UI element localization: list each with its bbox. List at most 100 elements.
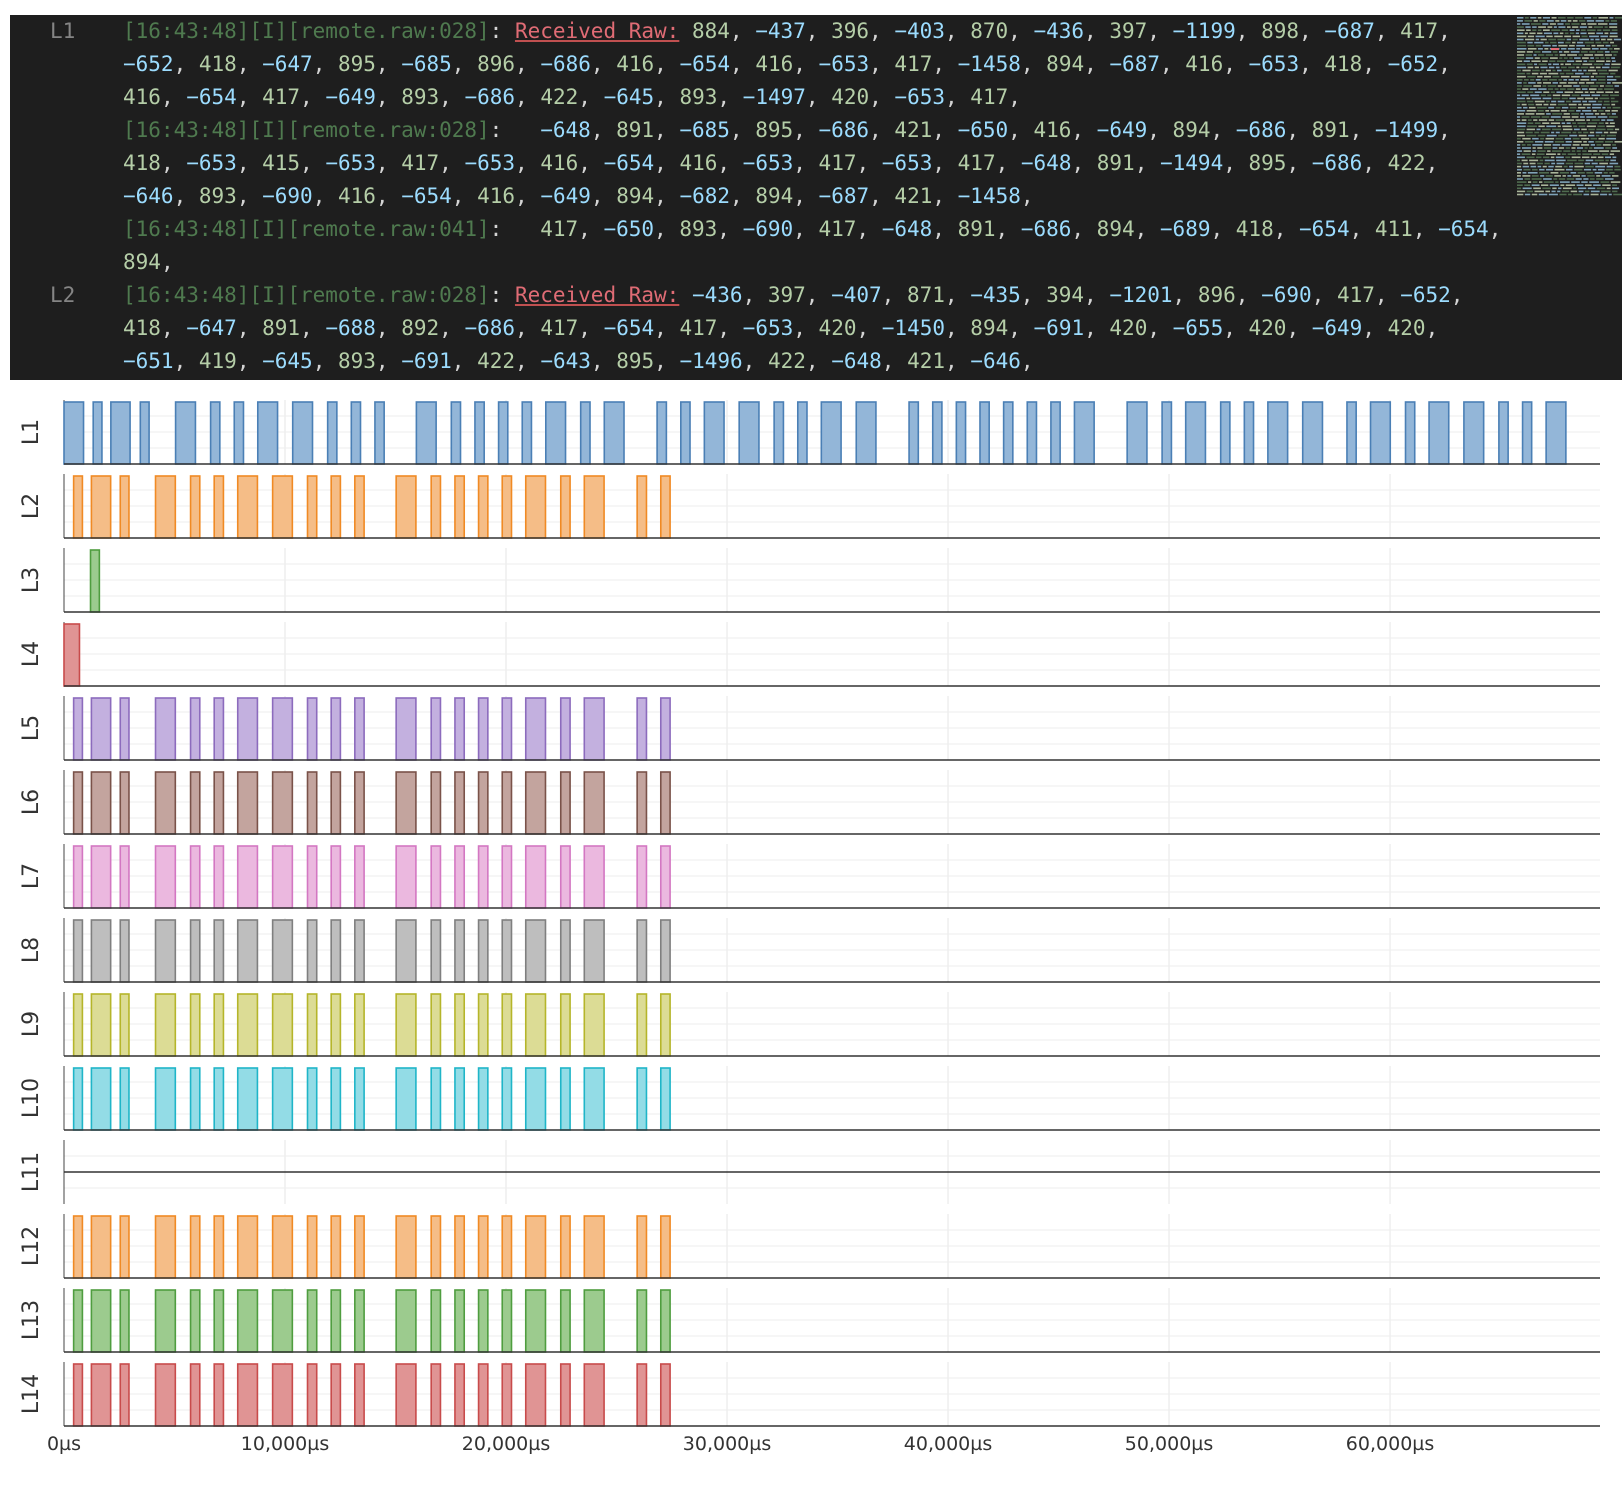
minimap-token <box>1551 29 1561 31</box>
minimap-token <box>1584 184 1592 186</box>
minimap-token <box>1542 51 1552 53</box>
minimap-token <box>1595 141 1604 143</box>
raw-value: −685 <box>401 52 452 76</box>
raw-value: −653 <box>464 151 516 175</box>
minimap-token <box>1567 153 1577 155</box>
channel-label: L8 <box>19 937 44 963</box>
minimap-token <box>1525 131 1533 134</box>
minimap-token <box>1610 159 1616 162</box>
signal-pulse <box>501 771 513 835</box>
minimap-token <box>1549 184 1559 186</box>
minimap-token <box>1517 63 1526 66</box>
minimap-token <box>1532 144 1543 146</box>
minimap-token <box>1569 57 1573 59</box>
punctuation: , <box>1008 85 1021 109</box>
minimap-token <box>1606 75 1614 78</box>
minimap-token <box>1567 88 1575 90</box>
minimap-token <box>1565 147 1570 149</box>
minimap-token <box>1517 72 1525 75</box>
minimap-token <box>1604 51 1610 53</box>
minimap-token <box>1527 48 1537 50</box>
minimap-token <box>1551 100 1557 103</box>
minimap-token <box>1553 32 1559 35</box>
minimap-token <box>1542 97 1552 100</box>
punctuation: , <box>375 184 402 208</box>
signal-pulse <box>330 771 342 835</box>
signal-pulse <box>450 401 462 465</box>
received-raw-label: Received Raw: <box>514 19 680 43</box>
punctuation: , <box>160 250 174 274</box>
punctuation: , <box>300 85 326 109</box>
minimap-token <box>1610 72 1616 75</box>
punctuation: , <box>805 85 832 109</box>
punctuation: , <box>944 19 971 43</box>
minimap-token <box>1600 57 1605 59</box>
minimap-token <box>1525 26 1531 28</box>
minimap-token <box>1571 94 1580 97</box>
minimap-token <box>1610 66 1620 69</box>
signal-pulse <box>1219 401 1231 465</box>
minimap-token <box>1538 26 1546 28</box>
signal-pulse <box>395 1363 417 1427</box>
minimap-token <box>1581 29 1586 31</box>
minimap-token <box>1521 119 1527 121</box>
raw-value: 394 <box>1046 283 1085 307</box>
signal-pulse <box>189 1363 201 1427</box>
minimap-token <box>1595 57 1599 59</box>
signal-pulse <box>189 993 201 1057</box>
minimap-token <box>1558 44 1568 47</box>
raw-value: −653 <box>894 85 945 109</box>
minimap-token <box>1594 54 1604 56</box>
raw-value: 893 <box>679 85 718 109</box>
punctuation: , <box>578 217 604 241</box>
log-editor[interactable]: L1 [16:43:48][I][remote.raw:028]: Receive… <box>10 15 1622 380</box>
punctuation: , <box>1134 151 1160 175</box>
minimap-token <box>1575 32 1579 35</box>
minimap-token <box>1588 69 1596 72</box>
minimap[interactable] <box>1515 15 1622 205</box>
channel-label: L10 <box>19 1078 44 1118</box>
minimap-token <box>1545 54 1554 56</box>
minimap-token <box>1544 141 1554 143</box>
punctuation: , <box>300 151 326 175</box>
minimap-token <box>1577 147 1584 149</box>
punctuation: , <box>932 118 958 142</box>
raw-value: −436 <box>1033 19 1085 43</box>
minimap-token <box>1537 165 1542 168</box>
minimap-token <box>1582 100 1588 103</box>
minimap-token <box>1537 32 1543 35</box>
minimap-token <box>1539 72 1547 75</box>
minimap-token <box>1598 88 1603 90</box>
minimap-token <box>1558 17 1566 19</box>
minimap-token <box>1584 17 1592 19</box>
minimap-token <box>1554 168 1565 171</box>
minimap-token <box>1609 23 1618 25</box>
signal-pulse <box>90 697 112 761</box>
log-separator: : <box>489 217 541 241</box>
minimap-token <box>1565 156 1571 159</box>
minimap-token <box>1552 82 1558 84</box>
signal-pulse <box>636 1289 648 1353</box>
minimap-token <box>1612 147 1618 149</box>
minimap-token <box>1604 63 1610 66</box>
minimap-token <box>1521 103 1527 106</box>
minimap-token <box>1603 172 1608 174</box>
minimap-token <box>1551 131 1555 134</box>
minimap-token <box>1521 153 1531 155</box>
minimap-token <box>1583 60 1588 62</box>
minimap-token <box>1523 60 1530 62</box>
signal-pulse <box>583 1363 605 1427</box>
punctuation: , <box>793 184 819 208</box>
raw-value: −654 <box>186 85 237 109</box>
minimap-token <box>1614 141 1622 143</box>
punctuation: , <box>160 85 187 109</box>
minimap-token <box>1575 119 1585 121</box>
signal-pulse <box>1346 401 1357 465</box>
minimap-token <box>1517 60 1523 62</box>
minimap-token <box>1614 165 1621 168</box>
minimap-token <box>1537 147 1543 149</box>
punctuation: , <box>805 19 832 43</box>
minimap-token <box>1534 66 1539 69</box>
minimap-token <box>1557 69 1562 72</box>
